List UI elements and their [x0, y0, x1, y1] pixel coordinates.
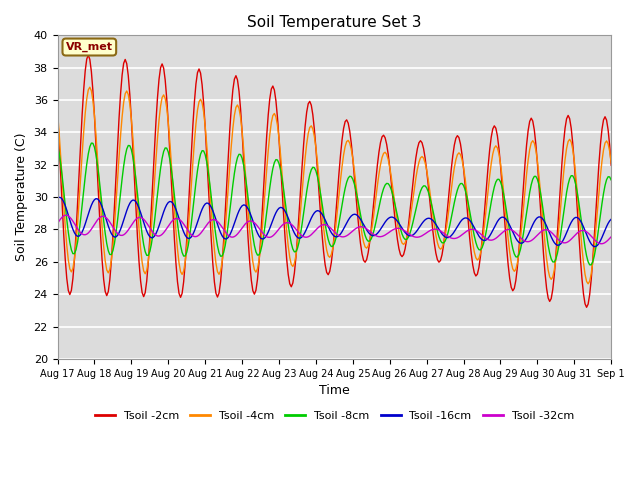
Tsoil -32cm	[541, 227, 549, 233]
Tsoil -32cm	[371, 232, 378, 238]
Tsoil -2cm	[607, 162, 615, 168]
Tsoil -8cm	[401, 237, 409, 242]
Tsoil -16cm	[541, 220, 549, 226]
Tsoil -8cm	[541, 221, 549, 227]
Tsoil -8cm	[389, 192, 397, 198]
Tsoil -4cm	[607, 160, 615, 166]
Tsoil -2cm	[371, 193, 378, 199]
Tsoil -32cm	[158, 231, 166, 237]
Tsoil -8cm	[588, 262, 595, 268]
Tsoil -2cm	[84, 52, 92, 58]
Tsoil -4cm	[389, 185, 397, 191]
Tsoil -8cm	[371, 226, 378, 232]
Tsoil -32cm	[61, 212, 69, 218]
Tsoil -2cm	[158, 61, 166, 67]
Tsoil -8cm	[158, 156, 166, 161]
Tsoil -8cm	[88, 140, 95, 146]
Tsoil -2cm	[54, 109, 61, 115]
Tsoil -4cm	[584, 281, 592, 287]
Tsoil -32cm	[401, 228, 409, 234]
Tsoil -2cm	[401, 246, 409, 252]
Tsoil -32cm	[607, 234, 615, 240]
Line: Tsoil -16cm: Tsoil -16cm	[58, 197, 611, 247]
Line: Tsoil -8cm: Tsoil -8cm	[58, 143, 611, 265]
X-axis label: Time: Time	[319, 384, 349, 397]
Tsoil -16cm	[54, 195, 61, 201]
Line: Tsoil -2cm: Tsoil -2cm	[58, 55, 611, 307]
Tsoil -2cm	[541, 271, 549, 276]
Tsoil -16cm	[158, 214, 166, 219]
Tsoil -4cm	[401, 240, 409, 246]
Tsoil -8cm	[69, 251, 77, 256]
Tsoil -4cm	[158, 95, 166, 100]
Tsoil -16cm	[371, 233, 378, 239]
Tsoil -32cm	[598, 241, 606, 247]
Tsoil -4cm	[54, 109, 61, 115]
Tsoil -32cm	[70, 221, 78, 227]
Tsoil -16cm	[401, 229, 409, 235]
Tsoil -8cm	[54, 142, 61, 148]
Tsoil -8cm	[607, 177, 615, 183]
Line: Tsoil -4cm: Tsoil -4cm	[58, 87, 611, 284]
Tsoil -32cm	[54, 221, 61, 227]
Tsoil -16cm	[70, 230, 78, 236]
Legend: Tsoil -2cm, Tsoil -4cm, Tsoil -8cm, Tsoil -16cm, Tsoil -32cm: Tsoil -2cm, Tsoil -4cm, Tsoil -8cm, Tsoi…	[90, 407, 579, 425]
Line: Tsoil -32cm: Tsoil -32cm	[58, 215, 611, 244]
Text: VR_met: VR_met	[66, 42, 113, 52]
Tsoil -2cm	[69, 276, 77, 281]
Tsoil -4cm	[371, 207, 378, 213]
Tsoil -32cm	[389, 227, 397, 233]
Tsoil -2cm	[389, 194, 397, 200]
Tsoil -2cm	[583, 304, 591, 310]
Title: Soil Temperature Set 3: Soil Temperature Set 3	[247, 15, 422, 30]
Tsoil -16cm	[591, 244, 598, 250]
Tsoil -16cm	[55, 194, 63, 200]
Tsoil -4cm	[86, 84, 93, 90]
Tsoil -4cm	[69, 265, 77, 271]
Y-axis label: Soil Temperature (C): Soil Temperature (C)	[15, 133, 28, 262]
Tsoil -4cm	[541, 241, 549, 247]
Tsoil -16cm	[607, 216, 615, 222]
Tsoil -16cm	[389, 215, 397, 220]
